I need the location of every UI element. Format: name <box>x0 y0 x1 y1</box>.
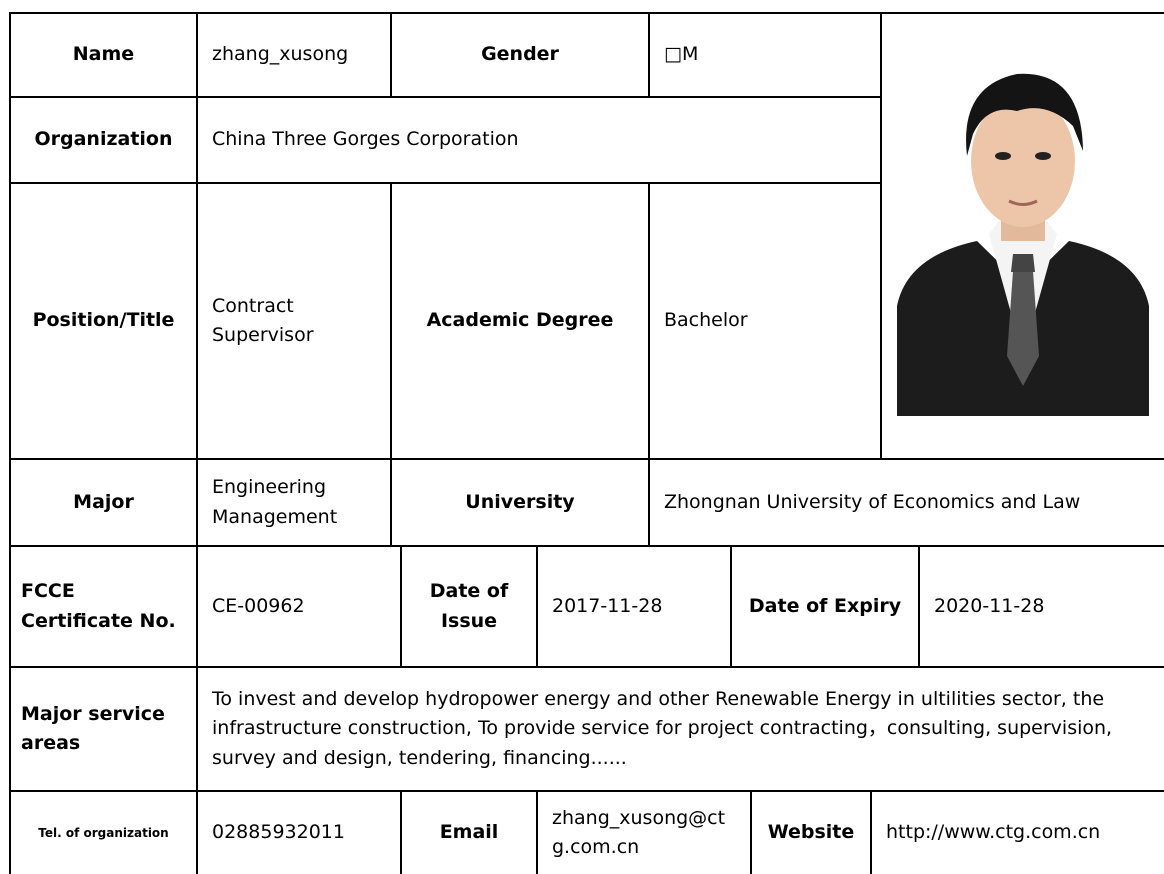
value-cell: http://www.ctg.com.cn <box>870 790 1164 874</box>
portrait <box>897 73 1149 416</box>
header-cell: Major <box>9 458 196 545</box>
header-cell: University <box>390 458 648 545</box>
value-cell: zhang_xusong@ctg.com.cn <box>536 790 750 874</box>
value-cell: zhang_xusong <box>196 12 390 96</box>
value-cell: 02885932011 <box>196 790 400 874</box>
header-cell: Tel. of organization <box>9 790 196 874</box>
value-cell: □M <box>648 12 880 96</box>
value-cell: 2020-11-28 <box>918 545 1164 666</box>
photo <box>880 12 1164 458</box>
value-cell: To invest and develop hydropower energy … <box>196 666 1164 790</box>
header-cell: Gender <box>390 12 648 96</box>
value-cell: Bachelor <box>648 182 880 458</box>
header-cell: FCCE Certificate No. <box>9 545 196 666</box>
header-cell: Date of Expiry <box>730 545 918 666</box>
header-cell: Email <box>400 790 536 874</box>
value-cell: CE-00962 <box>196 545 400 666</box>
value-cell: China Three Gorges Corporation <box>196 96 880 182</box>
value-cell: 2017-11-28 <box>536 545 730 666</box>
header-cell: Major service areas <box>9 666 196 790</box>
header-cell: Position/Title <box>9 182 196 458</box>
header-cell: Website <box>750 790 870 874</box>
header-cell: Name <box>9 12 196 96</box>
header-cell: Academic Degree <box>390 182 648 458</box>
value-cell: Contract Supervisor <box>196 182 390 458</box>
value-cell: Engineering Management <box>196 458 390 545</box>
value-cell: Zhongnan University of Economics and Law <box>648 458 1164 545</box>
header-cell: Date of Issue <box>400 545 536 666</box>
header-cell: Organization <box>9 96 196 182</box>
